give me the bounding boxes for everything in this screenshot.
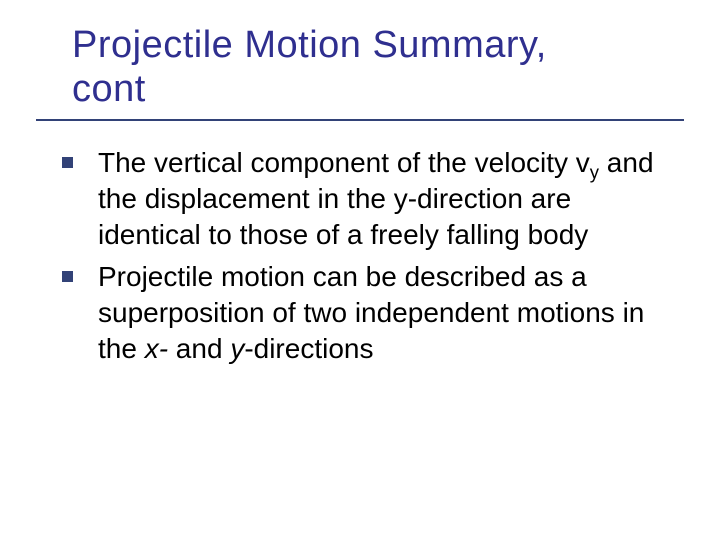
title-line-2: cont xyxy=(72,68,146,110)
slide: Projectile Motion Summary, cont The vert… xyxy=(0,0,720,540)
slide-title: Projectile Motion Summary, cont xyxy=(72,24,676,111)
bullet-list: The vertical component of the velocity v… xyxy=(54,145,680,366)
square-bullet-icon xyxy=(62,157,73,168)
title-line-1: Projectile Motion Summary, xyxy=(72,24,547,66)
bullet-text: Projectile motion can be described as a … xyxy=(98,261,644,364)
italic-y: y xyxy=(230,333,244,364)
list-item: The vertical component of the velocity v… xyxy=(54,145,680,252)
subscript-y: y xyxy=(590,162,599,183)
list-item: Projectile motion can be described as a … xyxy=(54,259,680,366)
square-bullet-icon xyxy=(62,271,73,282)
bullet-text: The vertical component of the velocity v… xyxy=(98,147,654,250)
body: The vertical component of the velocity v… xyxy=(36,145,684,366)
title-block: Projectile Motion Summary, cont xyxy=(36,24,684,121)
italic-x: x- xyxy=(145,333,168,364)
